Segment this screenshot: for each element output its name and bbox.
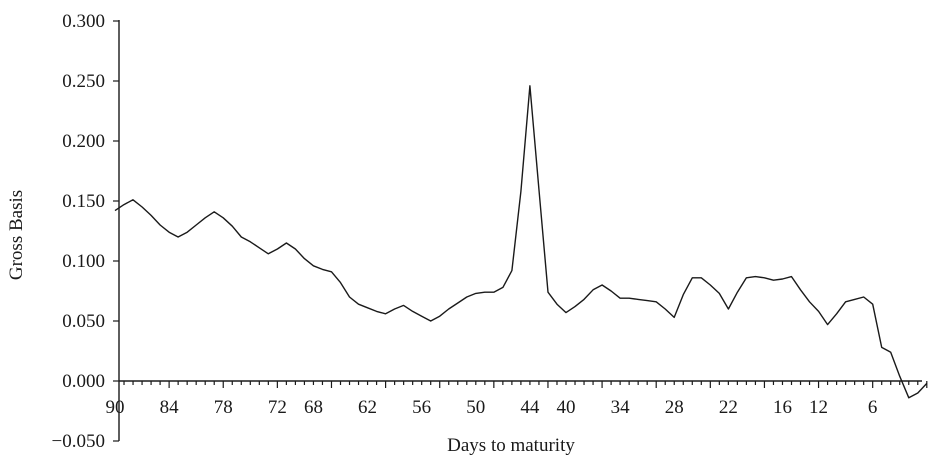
y-axis-title: Gross Basis: [6, 190, 27, 280]
y-tick-label: 0.250: [62, 71, 105, 92]
x-tick-label: 22: [719, 397, 738, 418]
x-tick-label: 44: [520, 397, 540, 418]
x-tick-label: 78: [214, 397, 233, 418]
y-axis: −0.050 0.000 0.050 0.100 0.150 0.200 0.250 0.30…: [52, 11, 120, 452]
x-tick-label: 50: [466, 397, 485, 418]
x-tick-label: 72: [268, 397, 287, 418]
x-tick-label: 40: [557, 397, 576, 418]
x-tick-label: 6: [868, 397, 878, 418]
x-tick-label: 84: [160, 397, 180, 418]
y-tick-label: 0.000: [62, 371, 105, 392]
y-tick-label: −0.050: [52, 431, 105, 452]
y-tick-label: 0.100: [62, 251, 105, 272]
y-tick-label: 0.300: [62, 11, 105, 32]
x-tick-label: 68: [304, 397, 323, 418]
y-tick-label: 0.050: [62, 311, 105, 332]
x-tick-label: 28: [665, 397, 684, 418]
x-tick-label: 34: [611, 397, 631, 418]
series-group: [114, 85, 928, 399]
x-tick-label: 12: [809, 397, 828, 418]
x-tick-label: 16: [773, 397, 792, 418]
series-line: [114, 85, 928, 399]
x-axis-title: Days to maturity: [447, 435, 575, 456]
x-tick-label: 90: [106, 397, 125, 418]
x-tick-label: 56: [412, 397, 431, 418]
y-tick-label: 0.200: [62, 131, 105, 152]
x-axis: 90 84 78 72 68 62 56 50 44 40 34 28 22 16 12 6: [106, 380, 928, 418]
x-tick-label: 62: [358, 397, 377, 418]
y-tick-label: 0.150: [62, 191, 105, 212]
